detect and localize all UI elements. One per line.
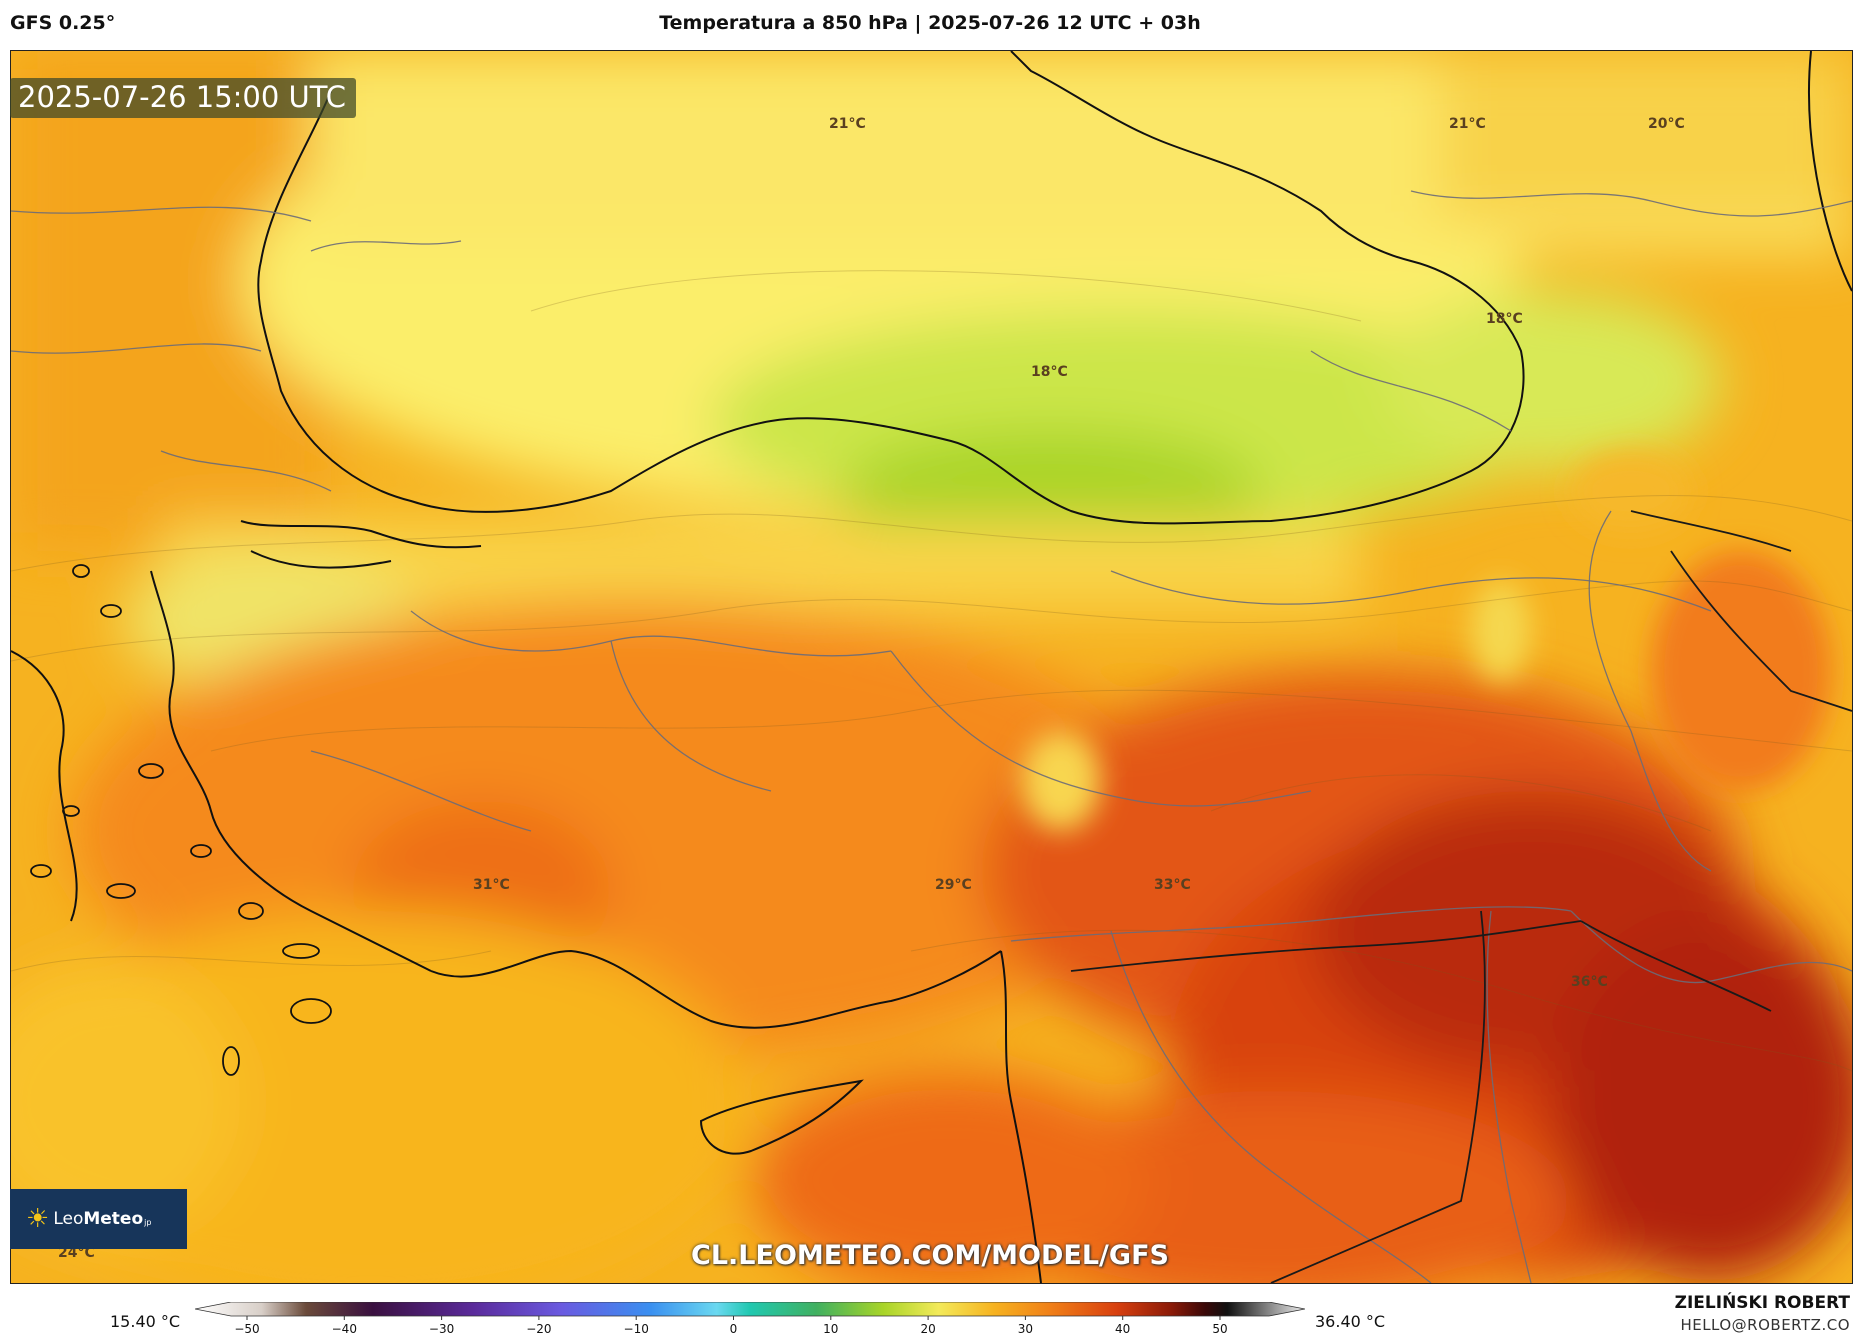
temp-label: 24°C: [58, 1245, 95, 1261]
colorbar-tick-label: 30: [1018, 1322, 1033, 1336]
temperature-colorbar: −50 −40 −30 −20 −10 0 10 20 30 40 50: [194, 1301, 1306, 1342]
colorbar-tick-label: 20: [920, 1322, 935, 1336]
colorbar-max-label: 36.40 °C: [1315, 1312, 1386, 1331]
logo-sub: jp: [144, 1217, 152, 1227]
temp-label: 18°C: [1031, 364, 1068, 380]
model-name: GFS 0.25°: [10, 12, 116, 34]
colorbar-tick-label: −50: [234, 1322, 259, 1336]
temp-label: 33°C: [1154, 877, 1191, 893]
temperature-map[interactable]: 21°C 21°C 20°C 18°C 18°C 31°C 29°C 33°C …: [10, 50, 1853, 1284]
author-email[interactable]: HELLO@ROBERTZ.CO: [1680, 1316, 1850, 1334]
temp-label: 20°C: [1648, 116, 1685, 132]
colorbar-tick-label: 40: [1115, 1322, 1130, 1336]
colorbar-tick-label: −30: [429, 1322, 454, 1336]
temp-label: 21°C: [829, 116, 866, 132]
logo-suffix: Meteo: [83, 1209, 144, 1229]
colorbar-tick-label: 0: [730, 1322, 738, 1336]
colorbar-tick-label: 50: [1212, 1322, 1227, 1336]
colorbar-min-label: 15.40 °C: [110, 1312, 181, 1331]
author-credit: ZIELIŃSKI ROBERT HELLO@ROBERTZ.CO: [1675, 1292, 1850, 1336]
colorbar-tick-label: −20: [526, 1322, 551, 1336]
temp-label: 18°C: [1486, 311, 1523, 327]
sun-icon: ☀: [26, 1204, 50, 1234]
map-title: Temperatura a 850 hPa | 2025-07-26 12 UT…: [659, 12, 1201, 34]
leometeo-logo[interactable]: ☀ Leo Meteo jp: [10, 1189, 187, 1249]
author-name: ZIELIŃSKI ROBERT: [1674, 1293, 1850, 1313]
temp-label: 36°C: [1571, 974, 1608, 990]
colorbar-tick-label: −40: [332, 1322, 357, 1336]
colorbar-tick-label: 10: [823, 1322, 838, 1336]
model-url-watermark: CL.LEOMETEO.COM/MODEL/GFS: [691, 1240, 1169, 1271]
temp-label: 31°C: [473, 877, 510, 893]
temp-label: 21°C: [1449, 116, 1486, 132]
logo-prefix: Leo: [53, 1209, 84, 1229]
valid-time-badge: 2025-07-26 15:00 UTC: [10, 78, 357, 118]
temp-label: 29°C: [935, 877, 972, 893]
colorbar-tick-label: −10: [624, 1322, 649, 1336]
